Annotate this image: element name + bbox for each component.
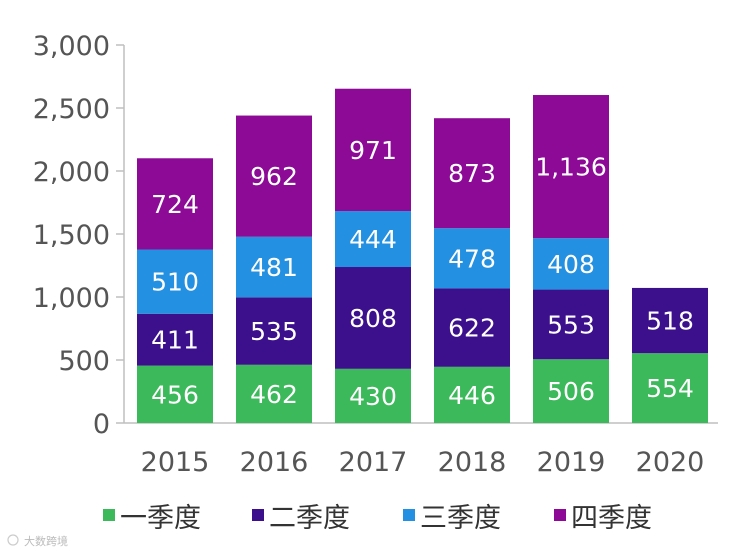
bar-segment-2019-q3 [533, 238, 609, 290]
x-tick-label-2015: 2015 [141, 447, 210, 478]
data-label-2016-q3: 481 [250, 253, 298, 282]
data-label-2018-q1: 446 [448, 381, 496, 410]
x-tick-label-2016: 2016 [240, 447, 309, 478]
x-tick-label-2020: 2020 [636, 447, 705, 478]
y-tick-label: 2,500 [33, 94, 110, 125]
data-label-2020-q1: 554 [646, 374, 694, 403]
bar-segment-2016-q4 [236, 115, 312, 237]
bar-segment-2016-q1 [236, 364, 312, 423]
bar-segment-2016-q2 [236, 297, 312, 365]
y-tick-label: 1,000 [33, 283, 110, 314]
data-label-2015-q1: 456 [151, 380, 199, 409]
data-label-2015-q3: 510 [151, 268, 199, 297]
data-label-2018-q4: 873 [448, 159, 496, 188]
data-label-2016-q1: 462 [250, 380, 298, 409]
watermark: 大数跨境 [7, 534, 68, 548]
x-tick-label-2017: 2017 [339, 447, 408, 478]
legend-label-q3: 三季度 [420, 503, 501, 534]
data-label-2019-q4: 1,136 [535, 153, 607, 182]
bar-segment-2018-q4 [434, 118, 510, 229]
data-label-2019-q3: 408 [547, 250, 595, 279]
bar-segment-2017-q2 [335, 267, 411, 369]
watermark-text: 大数跨境 [24, 534, 68, 548]
y-tick-label: 3,000 [33, 31, 110, 62]
legend-swatch-q3 [403, 509, 415, 521]
data-label-2017-q4: 971 [349, 136, 397, 165]
bar-segment-2015-q2 [137, 313, 213, 366]
bar-segment-2018-q1 [434, 366, 510, 423]
bar-segment-2017-q4 [335, 88, 411, 212]
legend-swatch-q4 [554, 509, 566, 521]
x-tick-label-2018: 2018 [438, 447, 507, 478]
legend-swatch-q2 [252, 509, 264, 521]
data-label-2015-q2: 411 [151, 326, 199, 355]
bar-segment-2020-q1 [632, 353, 708, 423]
bar-segment-2019-q1 [533, 359, 609, 423]
data-label-2020-q2: 518 [646, 307, 694, 336]
y-tick-label: 1,500 [33, 220, 110, 251]
bar-segment-2019-q4 [533, 95, 609, 239]
data-label-2019-q1: 506 [547, 377, 595, 406]
data-label-2017-q2: 808 [349, 304, 397, 333]
bar-segment-2015-q1 [137, 365, 213, 423]
bar-segment-2015-q4 [137, 158, 213, 250]
y-axis-ticks: 0 500 1,000 1,500 2,000 2,500 3,000 [33, 31, 124, 440]
data-label-2019-q2: 553 [547, 310, 595, 339]
bar-segment-2018-q3 [434, 228, 510, 289]
data-label-2015-q4: 724 [151, 190, 199, 219]
data-label-2018-q3: 478 [448, 244, 496, 273]
bar-segment-2018-q2 [434, 288, 510, 367]
legend: 一季度 二季度 三季度 四季度 [103, 503, 652, 534]
bar-segment-2015-q3 [137, 249, 213, 314]
bar-segment-2017-q1 [335, 368, 411, 423]
data-label-2017-q1: 430 [349, 382, 397, 411]
bar-segment-2016-q3 [236, 236, 312, 298]
y-tick-label: 2,000 [33, 157, 110, 188]
y-tick-label: 0 [93, 409, 110, 440]
legend-label-q1: 一季度 [120, 503, 201, 534]
bar-segment-2019-q2 [533, 289, 609, 360]
bar-segments [137, 88, 708, 423]
data-label-2017-q3: 444 [349, 225, 397, 254]
data-label-2016-q4: 962 [250, 162, 298, 191]
bar-segment-2017-q3 [335, 211, 411, 268]
y-tick-label: 500 [58, 346, 110, 377]
data-label-2018-q2: 622 [448, 314, 496, 343]
legend-label-q4: 四季度 [571, 503, 652, 534]
legend-swatch-q1 [103, 509, 115, 521]
data-labels: 456 411 510 724 462 535 481 962 430 808 444 971 446 6… [151, 136, 694, 411]
x-tick-label-2019: 2019 [537, 447, 606, 478]
x-axis-ticks: 2015 2016 2017 2018 2019 2020 [141, 447, 705, 478]
data-label-2016-q2: 535 [250, 317, 298, 346]
watermark-logo-icon [7, 534, 19, 546]
bar-segment-2020-q2 [632, 287, 708, 354]
legend-label-q2: 二季度 [269, 503, 350, 534]
